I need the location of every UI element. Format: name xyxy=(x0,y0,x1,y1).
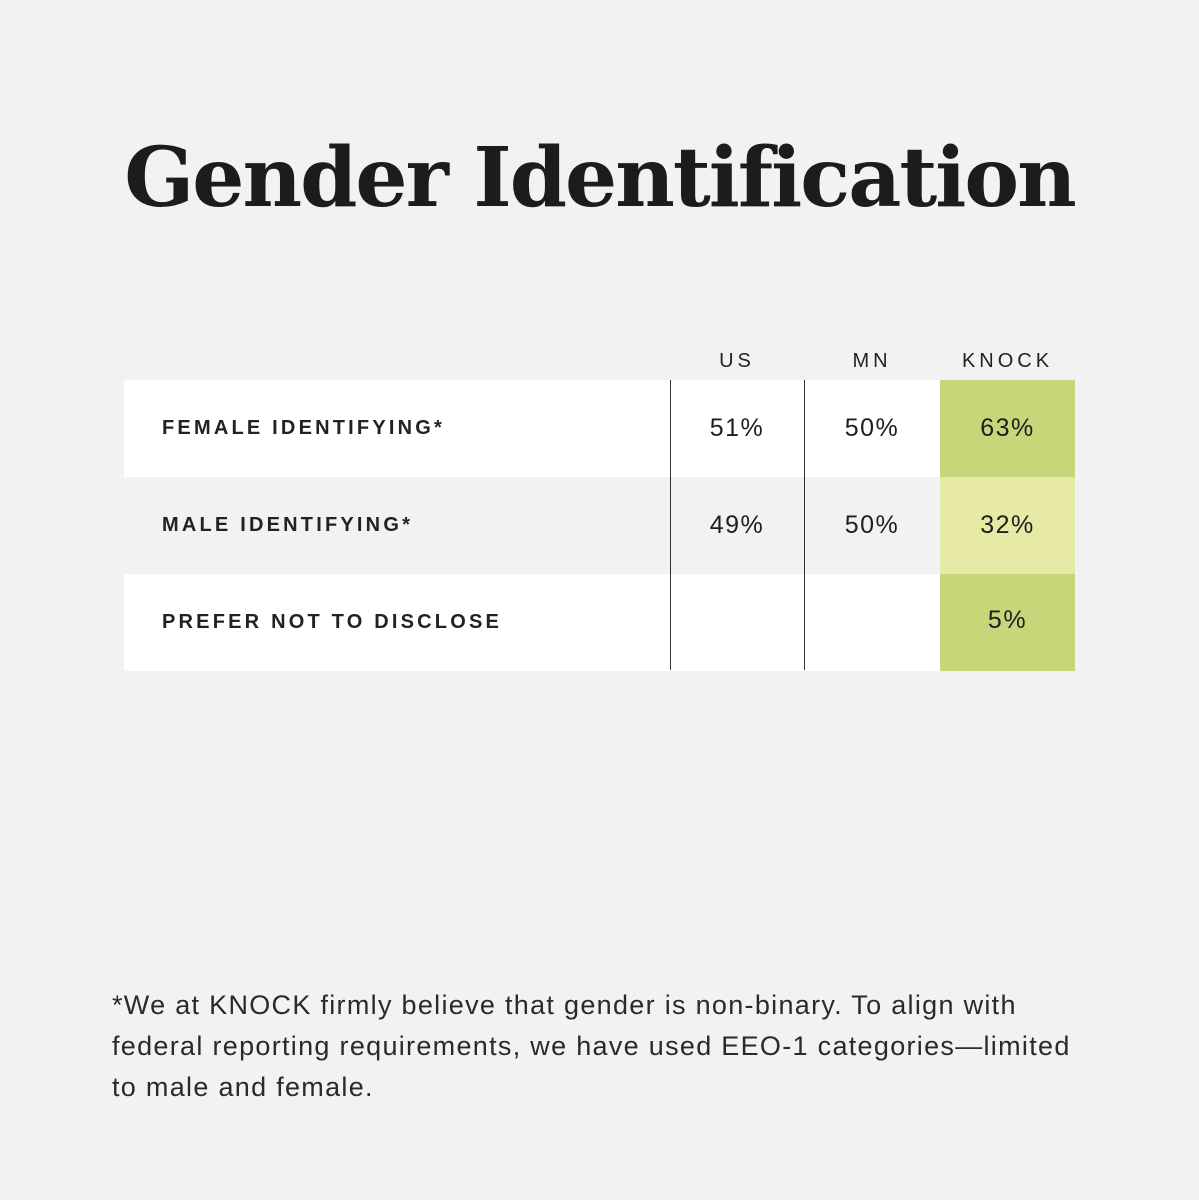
cell-female-us: 51% xyxy=(709,414,765,442)
data-table: FEMALE IDENTIFYING* 51% 50% 63% MALE IDE… xyxy=(124,380,1075,671)
cell-female-knock: 63% xyxy=(940,380,1075,477)
row-label-female: FEMALE IDENTIFYING* xyxy=(162,417,446,439)
table-row-female: FEMALE IDENTIFYING* 51% 50% 63% xyxy=(124,380,1075,477)
cell-male-us: 49% xyxy=(709,511,765,539)
table-row-male: MALE IDENTIFYING* 49% 50% 32% xyxy=(124,477,1075,574)
cell-male-mn: 50% xyxy=(844,511,900,539)
row-label-prefer-not: PREFER NOT TO DISCLOSE xyxy=(162,611,503,633)
row-label-male: MALE IDENTIFYING* xyxy=(162,514,414,536)
column-header-knock: KNOCK xyxy=(961,350,1054,372)
page-title: Gender Identification xyxy=(124,130,1076,226)
table-row-prefer-not: PREFER NOT TO DISCLOSE 5% xyxy=(124,574,1075,671)
column-divider xyxy=(670,380,671,670)
column-header-mn: MN xyxy=(852,350,892,372)
cell-male-knock: 32% xyxy=(940,477,1075,574)
column-header-us: US xyxy=(719,350,755,372)
cell-prefer-not-mn xyxy=(804,574,940,671)
footnote: *We at KNOCK firmly believe that gender … xyxy=(112,990,1071,1102)
column-divider xyxy=(804,380,805,670)
cell-prefer-not-us xyxy=(670,574,804,671)
cell-prefer-not-knock: 5% xyxy=(940,574,1075,671)
cell-female-mn: 50% xyxy=(844,414,900,442)
